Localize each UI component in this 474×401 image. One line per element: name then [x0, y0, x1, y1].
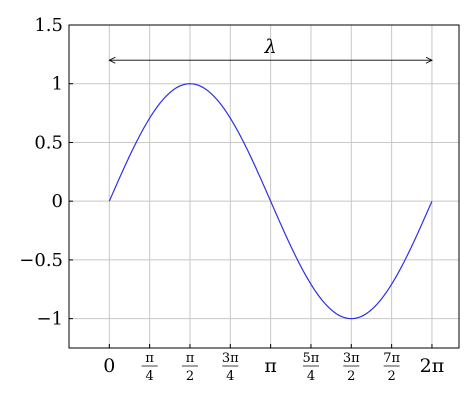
x-tick-label: 0 [103, 355, 115, 377]
wavelength-label: λ [264, 36, 277, 58]
x-tick-denominator: 4 [307, 369, 315, 384]
y-tick-label: 0.5 [34, 132, 63, 153]
x-tick-numerator: 7π [383, 351, 400, 366]
x-tick-label: 3π2 [343, 351, 360, 384]
x-tick-denominator: 4 [226, 369, 234, 384]
x-tick-denominator: 2 [387, 369, 395, 384]
x-tick-label: 7π2 [383, 351, 400, 384]
y-tick-label: 1.5 [34, 15, 63, 36]
x-tick-numerator: π [145, 351, 154, 366]
y-tick-label: −0.5 [19, 250, 63, 271]
annotation-layer: λ [108, 36, 433, 64]
x-tick-label: 3π4 [222, 351, 239, 384]
y-tick-label: −1 [36, 309, 63, 330]
x-tick-numerator: π [186, 351, 195, 366]
arrow-head-left [108, 56, 116, 64]
y-tick-label: 1 [52, 74, 63, 95]
grid [69, 24, 459, 348]
x-tick-denominator: 2 [347, 369, 355, 384]
x-tick-label: 2π [420, 355, 445, 377]
x-tick-numerator: 5π [303, 351, 320, 366]
x-tick-label: 5π4 [303, 351, 320, 384]
series-line [108, 83, 433, 320]
plot-frame [68, 24, 460, 349]
x-tick-label: π2 [181, 351, 198, 384]
y-tick-label: 0 [52, 191, 63, 212]
x-tick-numerator: 3π [343, 351, 360, 366]
series-layer [108, 83, 433, 320]
x-tick-numerator: 3π [222, 351, 239, 366]
x-tick-denominator: 2 [186, 369, 194, 384]
x-tick-label: π4 [141, 351, 158, 384]
arrow-head-right [425, 56, 433, 64]
y-axis: 1.5 1 0.5 0 −0.5 −1 [19, 15, 73, 330]
x-tick-denominator: 4 [145, 369, 153, 384]
x-tick-label: π [264, 355, 277, 377]
